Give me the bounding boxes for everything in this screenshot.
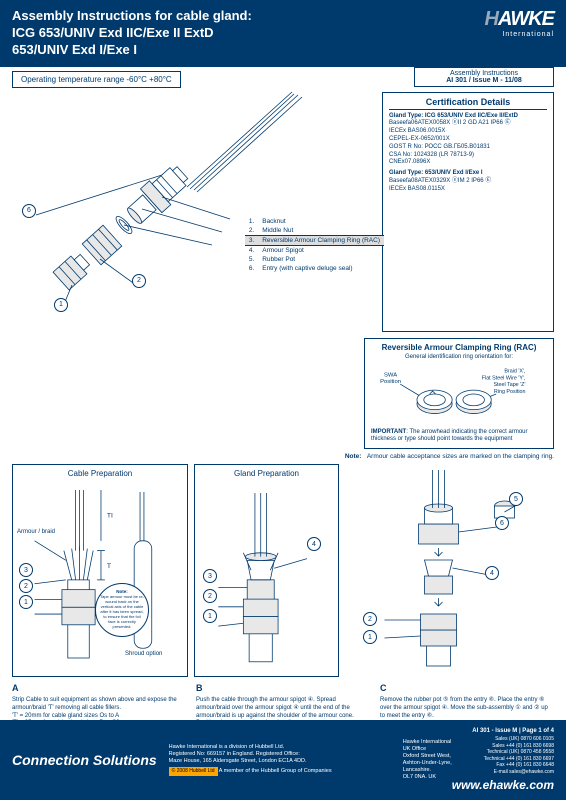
cable-prep-box: Cable Preparation T TI xyxy=(12,464,188,677)
copyright-badge: © 2008 Hubbell Ltd xyxy=(169,767,218,776)
svg-text:SWA: SWA xyxy=(384,372,397,378)
tape-note-circle: Note:Tape armour must be re-wound back o… xyxy=(95,583,149,637)
page-header: Assembly Instructions for cable gland: I… xyxy=(0,0,566,67)
preparation-row: Cable Preparation T TI xyxy=(0,464,566,677)
doc-info-box: Assembly Instructions AI 301 / Issue M -… xyxy=(414,67,554,87)
callout-2: 2 xyxy=(132,274,146,288)
rac-box: Reversible Armour Clamping Ring (RAC) Ge… xyxy=(364,338,554,450)
cert-title: Certification Details xyxy=(389,97,547,110)
shroud-label: Shroud option xyxy=(125,651,162,657)
cable-prep-diagram: T TI xyxy=(17,480,183,670)
doc-info-value: AI 301 / Issue M - 11/08 xyxy=(421,77,547,84)
svg-text:Flat Steel Wire 'Y',: Flat Steel Wire 'Y', xyxy=(482,375,526,381)
rac-diagram: SWA Position Braid 'X', Flat Steel Wire … xyxy=(371,364,547,424)
assembly-diagram-box: 1 2 4 6 5 xyxy=(345,464,554,677)
certification-box: Certification Details Gland Type: ICG 65… xyxy=(382,92,554,332)
exploded-diagram xyxy=(12,97,352,327)
footer-right: AI 301 - Issue M | Page 1 of 4 Sales (UK… xyxy=(452,728,554,792)
website-url: www.ehawke.com xyxy=(452,778,554,792)
doc-info-label: Assembly Instructions xyxy=(421,70,547,77)
footer-slogan: Connection Solutions xyxy=(12,752,157,768)
parts-list: 1.Backnut 2.Middle Nut 3.Reversible Armo… xyxy=(245,217,384,273)
gland-prep-title: Gland Preparation xyxy=(199,469,334,478)
temp-range-box: Operating temperature range -60°C +80°C xyxy=(12,71,181,88)
callout-6: 6 xyxy=(22,204,36,218)
logo-main: HAWKE xyxy=(485,8,554,31)
sub-header: Operating temperature range -60°C +80°C … xyxy=(0,65,566,88)
header-title-block: Assembly Instructions for cable gland: I… xyxy=(12,8,485,59)
svg-text:T: T xyxy=(107,563,112,570)
svg-text:Braid 'X',: Braid 'X', xyxy=(504,368,525,374)
main-row: 1 2 6 1.Backnut 2.Middle Nut 3.Reversibl… xyxy=(0,92,566,332)
armour-label: Armour / braid xyxy=(17,529,55,535)
rac-title: Reversible Armour Clamping Ring (RAC) xyxy=(371,343,547,352)
logo-sub: International xyxy=(502,31,554,38)
page-footer: Connection Solutions Hawke International… xyxy=(0,720,566,800)
cert-section-2: Gland Type: 653/UNIV Exd I/Exe I Baseefa… xyxy=(389,170,547,193)
svg-text:Position: Position xyxy=(380,379,401,385)
contact-info: Sales (UK) 0870 606 0105 Sales +44 (0) 1… xyxy=(452,736,554,775)
footer-address: Hawke International UK Office Oxford Str… xyxy=(403,739,452,782)
gland-prep-box: Gland Preparation 1 2 3 4 xyxy=(194,464,339,677)
gland-prep-diagram xyxy=(199,480,334,670)
cable-prep-title: Cable Preparation xyxy=(17,469,183,478)
svg-text:Ring Position: Ring Position xyxy=(494,389,526,395)
title-line3: 653/UNIV Exd I/Exe I xyxy=(12,42,485,59)
svg-text:TI: TI xyxy=(107,513,113,520)
rac-important-note: IMPORTANT: The arrowhead indicating the … xyxy=(371,429,547,445)
title-line1: Assembly Instructions for cable gland: xyxy=(12,8,485,25)
cert-section-1: Gland Type: ICG 653/UNIV Exd IIC/Exe II/… xyxy=(389,113,547,168)
title-line2: ICG 653/UNIV Exd IIC/Exe II ExtD xyxy=(12,25,485,42)
footer-company-info: Hawke International is a division of Hub… xyxy=(157,744,403,776)
step-c-text: Remove the rubber pot ⑤ from the entry ⑥… xyxy=(380,697,554,720)
rac-subtitle: General identification ring orientation … xyxy=(371,354,547,360)
brand-logo: HAWKE International xyxy=(485,8,554,38)
svg-text:Steel Tape 'Z': Steel Tape 'Z' xyxy=(493,382,525,388)
note-bar: Note: Armour cable acceptance sizes are … xyxy=(12,453,554,460)
callout-1: 1 xyxy=(54,298,68,312)
exploded-view-area: 1 2 6 1.Backnut 2.Middle Nut 3.Reversibl… xyxy=(12,92,374,332)
page-indicator: AI 301 - Issue M | Page 1 of 4 xyxy=(452,728,554,734)
